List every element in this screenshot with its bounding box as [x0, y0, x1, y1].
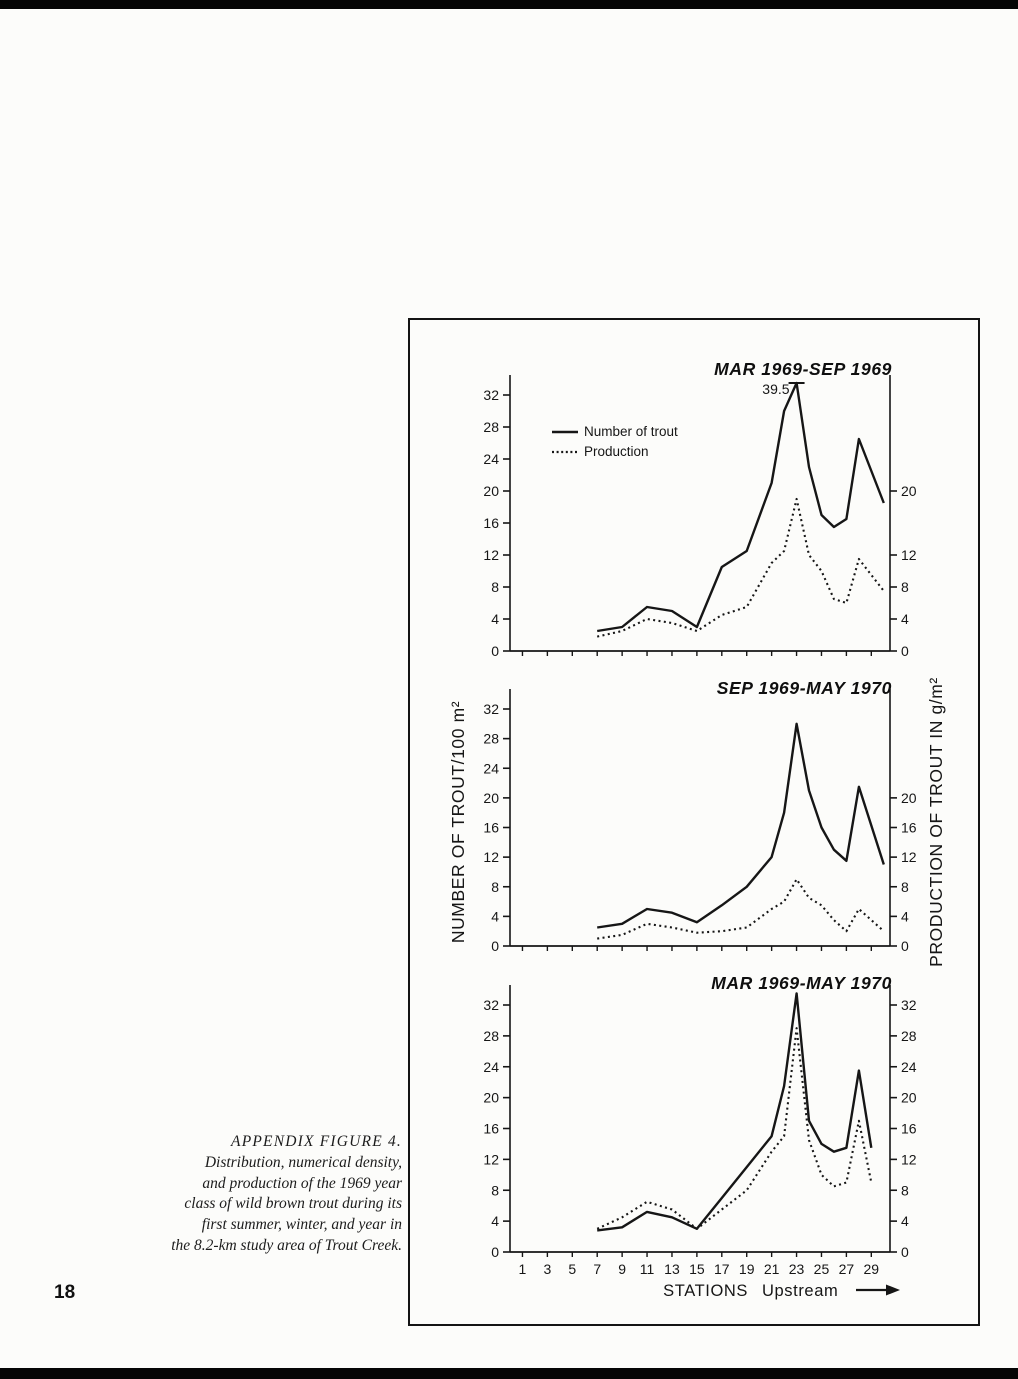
series-solid-line	[597, 992, 873, 1232]
y-tick-label-left: 0	[491, 1244, 499, 1260]
page-number: 18	[54, 1282, 76, 1303]
y-tick-label-left: 12	[483, 547, 499, 563]
figure-caption: APPENDIX FIGURE 4. Distribution, numeric…	[138, 1132, 402, 1257]
y-tick-label-left: 32	[483, 701, 499, 717]
y-tick-label-right: 8	[901, 1182, 909, 1198]
caption-line: the 8.2-km study area of Trout Creek.	[171, 1236, 402, 1254]
y-tick-label-left: 8	[491, 1182, 499, 1198]
caption-line: first summer, winter, and year in	[201, 1216, 402, 1234]
y-tick-label-left: 16	[483, 1121, 499, 1137]
y-tick-label-left: 4	[491, 1213, 499, 1229]
y-tick-label-left: 28	[483, 1028, 499, 1044]
y-tick-label-right: 8	[901, 579, 909, 595]
y-tick-label-right: 20	[901, 790, 917, 806]
y-tick-label-right: 12	[901, 849, 917, 865]
caption-line: class of wild brown trout during its	[184, 1195, 402, 1213]
y-tick-label-right: 0	[901, 1244, 909, 1260]
x-tick-label: 21	[764, 1261, 780, 1277]
scan-edge-top	[0, 0, 1018, 9]
series-dotted-line	[596, 1027, 873, 1230]
caption-line: and production of the 1969 year	[202, 1174, 402, 1192]
x-axis-title-stations: STATIONS	[663, 1282, 748, 1300]
y-tick-label-left: 0	[491, 938, 499, 954]
y-tick-label-left: 4	[491, 611, 499, 627]
y-tick-label-right: 0	[901, 938, 909, 954]
y-tick-label-left: 4	[491, 908, 499, 924]
y-tick-label-right: 24	[901, 1059, 917, 1075]
y-tick-label-left: 0	[491, 643, 499, 659]
upstream-arrowhead	[886, 1284, 900, 1296]
y-tick-label-left: 32	[483, 997, 499, 1013]
y-tick-label-left: 32	[483, 387, 499, 403]
y-tick-label-right: 4	[901, 611, 909, 627]
y-tick-label-right: 8	[901, 879, 909, 895]
y-tick-label-right: 32	[901, 997, 917, 1013]
series-dotted-line	[596, 497, 885, 638]
y-tick-label-left: 16	[483, 820, 499, 836]
x-axis-title-upstream: Upstream	[762, 1282, 838, 1300]
x-tick-label: 23	[789, 1261, 805, 1277]
series-solid-line	[597, 722, 885, 929]
x-tick-label: 17	[714, 1261, 730, 1277]
y-tick-label-left: 8	[491, 879, 499, 895]
y-tick-label-left: 28	[483, 731, 499, 747]
x-tick-label: 9	[618, 1261, 626, 1277]
y-tick-label-right: 12	[901, 547, 917, 563]
caption-line: Distribution, numerical density,	[204, 1153, 402, 1171]
peak-annotation: 39.5	[762, 381, 789, 397]
x-tick-label: 19	[739, 1261, 755, 1277]
x-tick-label: 3	[543, 1261, 551, 1277]
y-tick-label-left: 20	[483, 483, 499, 499]
x-tick-label: 15	[689, 1261, 705, 1277]
legend-label-solid: Number of trout	[584, 424, 678, 439]
y-tick-label-left: 24	[483, 451, 499, 467]
legend-label-dotted: Production	[584, 444, 649, 459]
y-tick-label-left: 28	[483, 419, 499, 435]
y-tick-label-right: 12	[901, 1151, 917, 1167]
series-dotted-line	[597, 878, 885, 940]
y-tick-label-left: 16	[483, 515, 499, 531]
y-tick-label-right: 28	[901, 1028, 917, 1044]
x-tick-label: 5	[568, 1261, 576, 1277]
figure-box: 0 4 8 12 16 20 24 28 32 0 4 8 12 20 MAR 1969-SEP 1969 3…	[408, 318, 980, 1326]
x-tick-label: 7	[593, 1261, 601, 1277]
chart-1: 0 4 8 12 16 20 24 28 32 0 4 8 12 20 MAR 1969-SEP 1969 3…	[483, 359, 916, 659]
x-tick-label: 1	[519, 1261, 527, 1277]
y-tick-label-left: 12	[483, 849, 499, 865]
y-tick-label-right: 16	[901, 1121, 917, 1137]
x-tick-label: 27	[839, 1261, 855, 1277]
y-tick-label-right: 0	[901, 643, 909, 659]
chart-2: 0 4 8 12 16 20 24 28 32 0 4 8 12 16 20 SEP 1969-MAY 197…	[483, 678, 916, 954]
series-solid-line	[597, 381, 885, 633]
y-tick-label-right: 4	[901, 908, 909, 924]
y-tick-label-left: 20	[483, 790, 499, 806]
chart-title: MAR 1969-SEP 1969	[714, 359, 892, 379]
right-axis-label: PRODUCTION OF TROUT IN g/m²	[926, 677, 946, 967]
scan-edge-bottom	[0, 1368, 1018, 1379]
y-tick-label-left: 8	[491, 579, 499, 595]
x-tick-label: 25	[814, 1261, 830, 1277]
y-tick-label-left: 20	[483, 1090, 499, 1106]
y-tick-label-left: 24	[483, 1059, 499, 1075]
x-tick-label: 11	[640, 1261, 655, 1277]
left-axis-label: NUMBER OF TROUT/100 m²	[448, 701, 468, 943]
y-tick-label-left: 24	[483, 760, 499, 776]
y-tick-label-right: 20	[901, 1090, 917, 1106]
y-tick-label-left: 12	[483, 1151, 499, 1167]
x-tick-label: 13	[664, 1261, 680, 1277]
y-tick-label-right: 4	[901, 1213, 909, 1229]
chart-title: SEP 1969-MAY 1970	[717, 678, 892, 698]
caption-heading: APPENDIX FIGURE 4.	[231, 1133, 402, 1150]
y-tick-label-right: 16	[901, 820, 917, 836]
y-tick-label-right: 20	[901, 483, 917, 499]
chart-title: MAR 1969-MAY 1970	[711, 973, 892, 993]
x-tick-label: 29	[864, 1261, 880, 1277]
